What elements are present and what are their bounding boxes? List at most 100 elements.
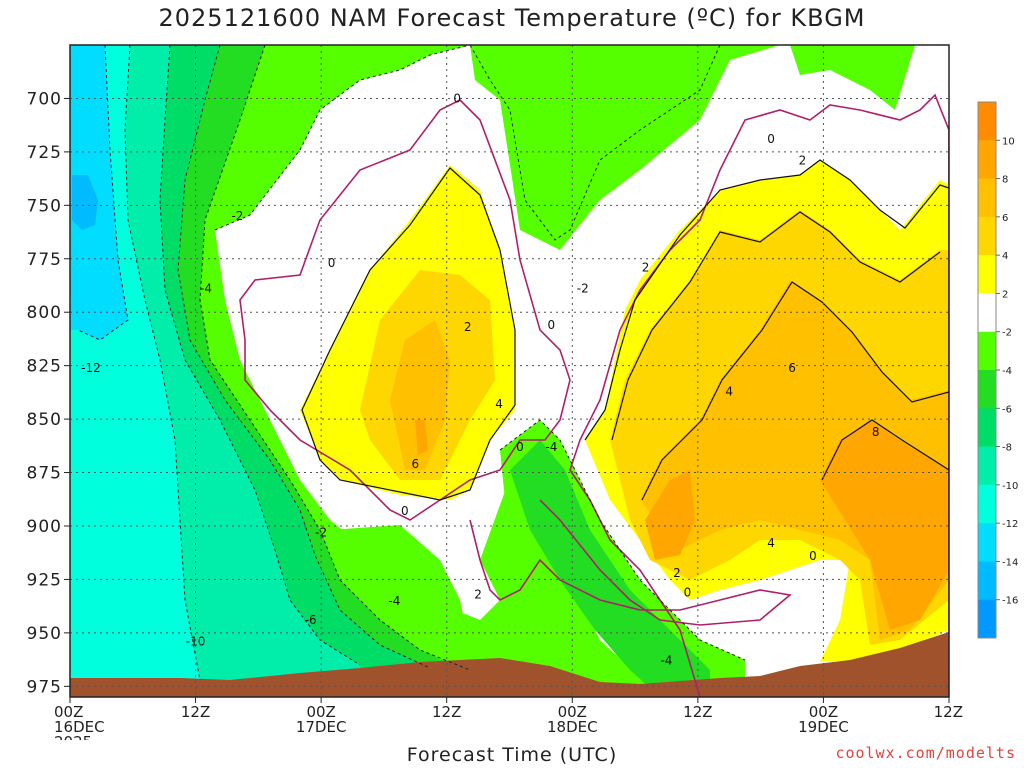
x-tick-label: 12Z [181, 703, 210, 721]
colorbar-label: 10 [1002, 136, 1015, 147]
y-tick-label: 975 [27, 677, 62, 697]
contour-label: 2 [642, 260, 650, 274]
contour-label: -4 [545, 440, 557, 454]
band-minus-4-north [470, 45, 720, 240]
colorbar-label: -10 [1002, 481, 1018, 492]
colorbar-label: -16 [1002, 596, 1018, 607]
y-tick-label: 750 [27, 196, 62, 216]
contour-label: 0 [548, 318, 556, 332]
x-tick-label: 18DEC [547, 718, 598, 736]
colorbar-label: -14 [1002, 557, 1018, 568]
contour-label: 8 [872, 425, 880, 439]
y-tick-label: 850 [27, 410, 62, 430]
contour-minus4-west [199, 45, 471, 671]
contour-minus8-west [159, 45, 361, 666]
colorbar-swatch [978, 370, 996, 409]
band-minus-6-south [510, 440, 710, 697]
colorbar-label: -4 [1002, 366, 1012, 377]
colorbar-swatch [978, 102, 996, 141]
contour-label: -4 [388, 594, 400, 608]
y-tick-label: 875 [27, 464, 62, 484]
contour-label: -2 [577, 282, 589, 296]
contour-plus8-east [821, 419, 949, 481]
temperature-fill-layer [70, 45, 949, 697]
contour-lines [77, 45, 949, 697]
y-tick-label: 725 [27, 143, 62, 163]
grid-lines [70, 45, 949, 697]
contour-label: 2 [799, 153, 807, 167]
x-axis-labels: 00Z16DEC202512Z00Z17DEC12Z00Z18DEC12Z00Z… [54, 697, 963, 740]
colorbar-label: -2 [1002, 328, 1012, 339]
colorbar-swatch [978, 140, 996, 180]
contour-label: 0 [684, 585, 692, 599]
contour-label: -6 [305, 613, 317, 627]
contour-minus12-west [77, 45, 129, 341]
contour-label: 0 [809, 549, 817, 563]
y-tick-label: 825 [27, 357, 62, 377]
band-plus-8-west [415, 420, 428, 455]
colorbar-swatch [978, 446, 996, 486]
y-tick-label: 925 [27, 570, 62, 590]
colorbar-swatch [978, 561, 996, 601]
contour-zero-south [469, 499, 792, 626]
chart-title: 2025121600 NAM Forecast Temperature (ºC)… [158, 4, 866, 32]
x-tick-label: 00Z [306, 703, 335, 721]
colorbar-label: -8 [1002, 443, 1012, 454]
x-tick-label: 2025 [54, 733, 92, 740]
contour-label: 2 [464, 320, 472, 334]
contour-label: -4 [200, 282, 212, 296]
colorbar-label: -12 [1002, 519, 1018, 530]
contour-label: 2 [673, 566, 681, 580]
contour-label: -4 [660, 654, 672, 668]
contour-minus10-west [124, 45, 201, 681]
plot-frame [69, 44, 950, 698]
x-tick-label: 12Z [934, 703, 963, 721]
contour-label: 0 [453, 91, 461, 105]
band-minus-14 [70, 45, 128, 340]
contour-minus4-south [499, 419, 746, 661]
contour-label: 0 [516, 440, 524, 454]
contour-minus2-west [214, 45, 471, 231]
colorbar-label: 6 [1002, 213, 1008, 224]
contour-plus6-east [641, 281, 949, 501]
terrain-fill [70, 632, 949, 697]
contour-label: -12 [81, 361, 101, 375]
contour-label: 0 [328, 256, 336, 270]
contour-label: 4 [767, 536, 775, 550]
x-tick-label: 17DEC [296, 718, 347, 736]
watermark: coolwx.com/modelts [835, 744, 1016, 762]
contour-label: 6 [412, 457, 420, 471]
x-axis-title: Forecast Time (UTC) [406, 744, 618, 766]
contour-minus6-west [177, 45, 431, 669]
colorbar-swatch [978, 408, 996, 448]
contour-label: 4 [495, 397, 503, 411]
x-tick-label: 00Z [54, 703, 83, 721]
y-tick-label: 950 [27, 624, 62, 644]
x-tick-label: 16DEC [54, 718, 105, 736]
band-minus-4-sw [330, 525, 470, 660]
colorbar-swatch [978, 293, 996, 333]
colorbar-swatch [978, 523, 996, 562]
x-tick-label: 19DEC [798, 718, 849, 736]
y-tick-label: 700 [27, 89, 62, 109]
x-tick-label: 00Z [809, 703, 838, 721]
contour-label: -2 [315, 525, 327, 539]
y-tick-label: 800 [27, 303, 62, 323]
contour-minus2-north [469, 45, 721, 241]
colorbar-swatch [978, 331, 996, 371]
y-tick-label: 775 [27, 250, 62, 270]
colorbar-swatch [978, 216, 996, 256]
contour-label: -2 [231, 209, 243, 223]
colorbar-swatch [978, 599, 996, 639]
contour-plus2-east [584, 159, 949, 441]
colorbar-label: 4 [1002, 251, 1008, 262]
contour-label: -10 [186, 634, 206, 648]
contour-label: 4 [725, 384, 733, 398]
contour-plus2-west [301, 167, 516, 501]
colorbar-swatch [978, 178, 996, 218]
band-minus-16 [72, 175, 98, 230]
colorbar: 10 8 6 4 2 -2 -4 -6 -8 -10 -12 -14 -16 [977, 101, 1018, 639]
contour-zero-west [239, 99, 571, 521]
